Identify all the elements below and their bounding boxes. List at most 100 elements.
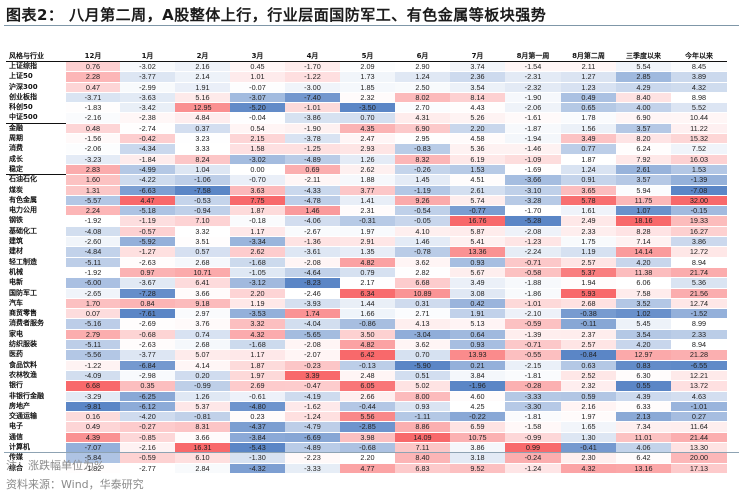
value-cell: -0.94 xyxy=(175,205,230,217)
value-cell: 0.74 xyxy=(175,329,230,341)
value-cell: 0.65 xyxy=(561,102,616,114)
column-header: 三季度以来 xyxy=(616,50,671,62)
value-cell: 6.10 xyxy=(175,452,230,464)
value-cell: 2.11 xyxy=(561,61,616,73)
value-cell: 6.68 xyxy=(395,277,450,289)
value-cell: 1.75 xyxy=(561,236,616,248)
value-cell: -2.32 xyxy=(505,82,561,93)
value-cell: 0.93 xyxy=(450,257,505,268)
value-cell: 17.13 xyxy=(671,463,727,474)
value-cell: -1.62 xyxy=(285,401,340,413)
table-row: 钢铁 -1.92 -1.19 7.10 -0.18 -4.06 -0.31 -0.05 16.7… xyxy=(6,215,727,227)
value-cell: 8.14 xyxy=(450,92,505,104)
value-cell: 6.83 xyxy=(395,463,450,474)
value-cell: -2.11 xyxy=(285,174,340,186)
value-cell: 3.86 xyxy=(671,236,727,248)
value-cell: -0.58 xyxy=(505,267,561,279)
value-cell: 21.74 xyxy=(671,267,727,279)
value-cell: 2.31 xyxy=(340,205,395,217)
table-row: 传媒 -5.84 -0.59 6.10 -1.30 -2.23 2.20 8.40 3.18 -0… xyxy=(6,452,727,464)
value-cell: 0.57 xyxy=(175,246,230,258)
value-cell: -0.26 xyxy=(395,164,450,176)
value-cell: -0.31 xyxy=(340,215,395,227)
value-cell: -4.19 xyxy=(285,391,340,402)
value-cell: -2.31 xyxy=(505,71,561,83)
value-cell: 0.93 xyxy=(395,401,450,413)
value-cell: 12.72 xyxy=(671,246,727,258)
value-cell: 4.58 xyxy=(450,133,505,145)
value-cell: -4.09 xyxy=(66,370,120,382)
row-label: 稳定 xyxy=(6,164,66,176)
value-cell: -2.16 xyxy=(66,112,120,124)
value-cell: -5.18 xyxy=(120,205,175,217)
value-cell: 8.28 xyxy=(616,226,671,238)
value-cell: 1.24 xyxy=(395,71,450,83)
value-cell: -0.84 xyxy=(561,349,616,361)
value-cell: -0.54 xyxy=(395,205,450,217)
value-cell: -1.86 xyxy=(505,288,561,299)
value-cell: 9.52 xyxy=(450,463,505,474)
value-cell: -5.84 xyxy=(66,452,120,464)
value-cell: 2.61 xyxy=(616,164,671,176)
value-cell: -3.66 xyxy=(505,174,561,186)
value-cell: -4.80 xyxy=(230,401,285,413)
value-cell: -1.70 xyxy=(285,61,340,73)
row-label: 消费者服务 xyxy=(6,318,66,330)
value-cell: 1.35 xyxy=(340,246,395,258)
value-cell: -3.02 xyxy=(230,154,285,165)
value-cell: 2.57 xyxy=(561,257,616,268)
value-cell: 6.59 xyxy=(450,421,505,433)
value-cell: 0.48 xyxy=(66,123,120,135)
table-row: 机械 -1.92 0.97 10.71 -1.05 -4.64 0.79 2.82 5.67 -0… xyxy=(6,267,727,279)
value-cell: 5.67 xyxy=(450,267,505,279)
value-cell: 32.00 xyxy=(671,195,727,207)
column-header: 7月 xyxy=(450,50,505,62)
value-cell: -7.08 xyxy=(671,185,727,196)
value-cell: -3.84 xyxy=(230,432,285,443)
value-cell: 8.99 xyxy=(671,318,727,330)
table-row: 稳定 2.83 -4.99 1.04 0.00 0.69 2.62 -0.26 1.53 -1.6… xyxy=(6,164,727,176)
value-cell: 3.50 xyxy=(340,329,395,341)
value-cell: -3.29 xyxy=(66,391,120,402)
value-cell: 8.31 xyxy=(175,421,230,433)
value-cell: 4.20 xyxy=(616,339,671,351)
value-cell: -1.19 xyxy=(120,215,175,227)
value-cell: -5.92 xyxy=(120,236,175,248)
value-cell: 8.86 xyxy=(395,421,450,433)
value-cell: -1.56 xyxy=(66,133,120,145)
value-cell: 12.21 xyxy=(671,370,727,382)
value-cell: -4.33 xyxy=(285,185,340,196)
value-cell: 2.15 xyxy=(230,133,285,145)
value-cell: 2.68 xyxy=(175,257,230,268)
value-cell: 16.27 xyxy=(671,226,727,238)
value-cell: 1.85 xyxy=(340,82,395,93)
value-cell: 0.00 xyxy=(230,164,285,176)
row-label: 银行 xyxy=(6,380,66,392)
title-divider xyxy=(4,25,739,26)
value-cell: -2.63 xyxy=(120,339,175,351)
column-header: 3月 xyxy=(230,50,285,62)
value-cell: 0.21 xyxy=(450,360,505,371)
value-cell: 12.95 xyxy=(175,102,230,114)
table-row: 金融 0.48 -2.74 0.37 0.54 -1.90 4.35 6.90 2.20 -1.8… xyxy=(6,123,727,135)
column-header: 2月 xyxy=(175,50,230,62)
value-cell: 0.83 xyxy=(616,360,671,371)
value-cell: -1.24 xyxy=(505,463,561,474)
value-cell: -3.93 xyxy=(285,298,340,310)
value-cell: 5.13 xyxy=(450,318,505,330)
value-cell: 1.94 xyxy=(561,277,616,289)
table-row: 电力公用 2.24 -5.18 -0.94 1.87 1.46 2.31 -0.54 -0.77… xyxy=(6,205,727,217)
value-cell: 16.03 xyxy=(671,154,727,165)
value-cell: 1.45 xyxy=(395,174,450,186)
value-cell: -3.50 xyxy=(340,102,395,114)
row-label: 消费 xyxy=(6,143,66,155)
value-cell: 0.35 xyxy=(120,380,175,392)
value-cell: 1.66 xyxy=(340,308,395,320)
value-cell: 11.38 xyxy=(616,267,671,279)
value-cell: 1.70 xyxy=(66,298,120,310)
row-label: 石油石化 xyxy=(6,174,66,186)
value-cell: 2.97 xyxy=(175,308,230,320)
table-row: 建材 -4.84 -1.27 0.57 2.62 -3.61 1.35 -0.78 13.36-… xyxy=(6,246,727,258)
value-cell: 3.66 xyxy=(175,288,230,299)
value-cell: 1.17 xyxy=(230,226,285,238)
